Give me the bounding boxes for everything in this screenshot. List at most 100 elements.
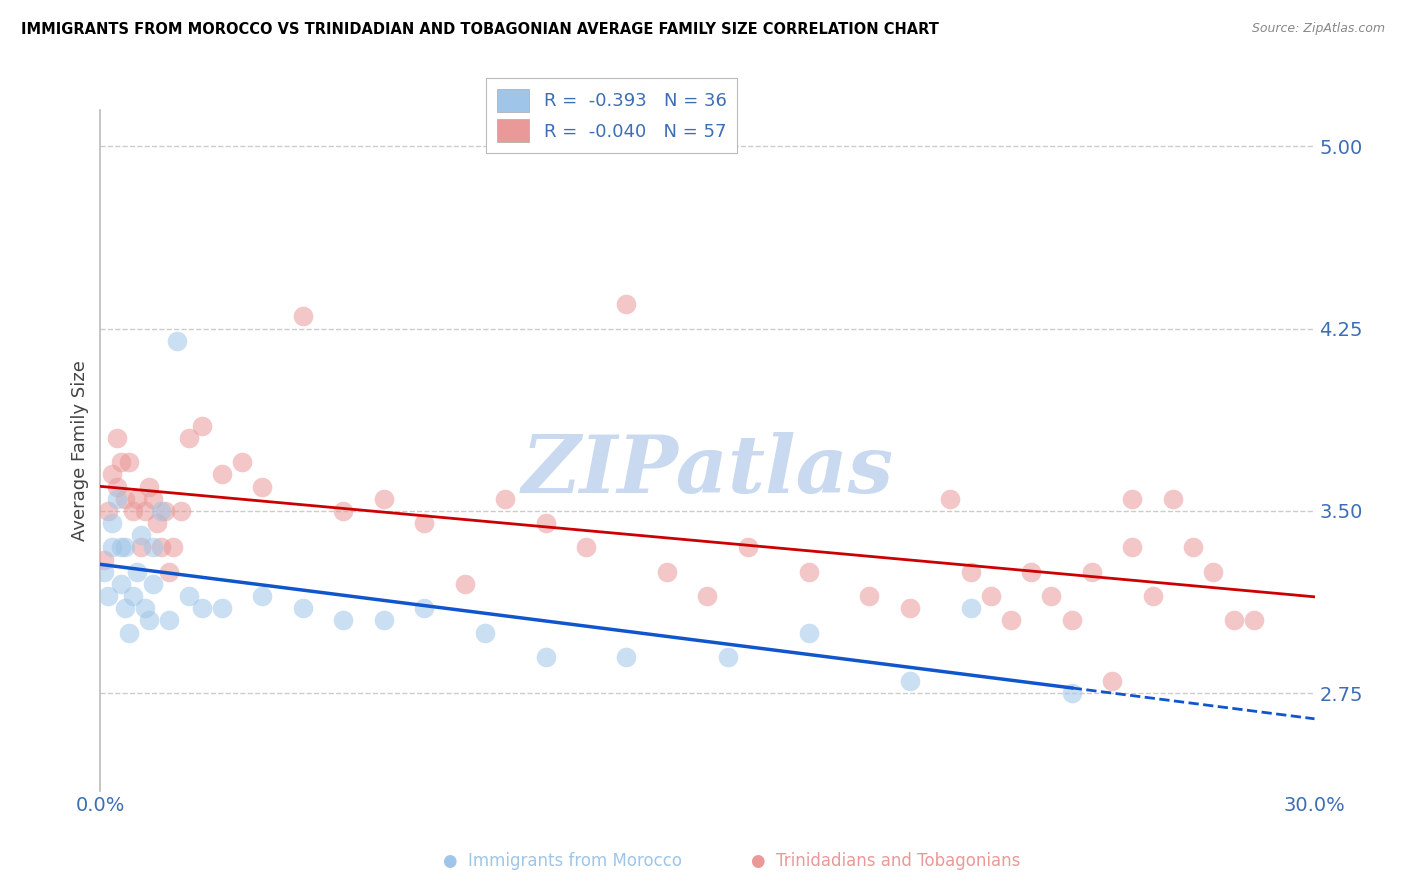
Point <box>150 504 173 518</box>
Point <box>211 467 233 482</box>
Point <box>110 541 132 555</box>
Point <box>110 577 132 591</box>
Point <box>97 504 120 518</box>
Point <box>1243 614 1265 628</box>
Point <box>118 455 141 469</box>
Point <box>166 334 188 348</box>
Point <box>97 589 120 603</box>
Point <box>105 491 128 506</box>
Point <box>696 589 718 603</box>
Point <box>1222 614 1244 628</box>
Point <box>105 480 128 494</box>
Point <box>1060 614 1083 628</box>
Point <box>332 614 354 628</box>
Point <box>1161 491 1184 506</box>
Point <box>93 565 115 579</box>
Point <box>157 565 180 579</box>
Point <box>129 528 152 542</box>
Point <box>121 589 143 603</box>
Point <box>858 589 880 603</box>
Point <box>125 491 148 506</box>
Point <box>1202 565 1225 579</box>
Point <box>142 577 165 591</box>
Point <box>413 516 436 530</box>
Point <box>101 516 124 530</box>
Point <box>211 601 233 615</box>
Point <box>474 625 496 640</box>
Point <box>252 589 274 603</box>
Point <box>153 504 176 518</box>
Point <box>134 601 156 615</box>
Point <box>110 455 132 469</box>
Text: ●  Trinidadians and Tobagonians: ● Trinidadians and Tobagonians <box>751 852 1021 870</box>
Point <box>170 504 193 518</box>
Point <box>494 491 516 506</box>
Point <box>134 504 156 518</box>
Point <box>373 491 395 506</box>
Point <box>1000 614 1022 628</box>
Point <box>1101 674 1123 689</box>
Point <box>118 625 141 640</box>
Point <box>291 601 314 615</box>
Point <box>125 565 148 579</box>
Point <box>114 491 136 506</box>
Point <box>797 625 820 640</box>
Point <box>157 614 180 628</box>
Point <box>1040 589 1063 603</box>
Point <box>939 491 962 506</box>
Point <box>1081 565 1104 579</box>
Point <box>959 601 981 615</box>
Point <box>138 614 160 628</box>
Point <box>146 516 169 530</box>
Point <box>898 601 921 615</box>
Point <box>616 649 638 664</box>
Point <box>105 431 128 445</box>
Point <box>373 614 395 628</box>
Point <box>190 418 212 433</box>
Point <box>797 565 820 579</box>
Point <box>453 577 475 591</box>
Point <box>101 467 124 482</box>
Point <box>179 589 201 603</box>
Point <box>1019 565 1042 579</box>
Y-axis label: Average Family Size: Average Family Size <box>72 359 89 541</box>
Point <box>534 649 557 664</box>
Point <box>332 504 354 518</box>
Point <box>101 541 124 555</box>
Point <box>413 601 436 615</box>
Point <box>717 649 740 664</box>
Legend: R =  -0.393   N = 36, R =  -0.040   N = 57: R = -0.393 N = 36, R = -0.040 N = 57 <box>485 78 737 153</box>
Point <box>959 565 981 579</box>
Point <box>231 455 253 469</box>
Point <box>1142 589 1164 603</box>
Point <box>121 504 143 518</box>
Point <box>616 297 638 311</box>
Point <box>1182 541 1205 555</box>
Point <box>114 541 136 555</box>
Point <box>291 310 314 324</box>
Point <box>162 541 184 555</box>
Point <box>1121 491 1143 506</box>
Text: ZIPatlas: ZIPatlas <box>522 432 893 509</box>
Point <box>898 674 921 689</box>
Point <box>129 541 152 555</box>
Point <box>252 480 274 494</box>
Point <box>179 431 201 445</box>
Text: ●  Immigrants from Morocco: ● Immigrants from Morocco <box>443 852 682 870</box>
Point <box>114 601 136 615</box>
Point <box>142 491 165 506</box>
Point <box>980 589 1002 603</box>
Point <box>575 541 598 555</box>
Point <box>142 541 165 555</box>
Point <box>737 541 759 555</box>
Point <box>150 541 173 555</box>
Point <box>190 601 212 615</box>
Point <box>534 516 557 530</box>
Point <box>93 552 115 566</box>
Point <box>1060 686 1083 700</box>
Point <box>138 480 160 494</box>
Text: Source: ZipAtlas.com: Source: ZipAtlas.com <box>1251 22 1385 36</box>
Text: IMMIGRANTS FROM MOROCCO VS TRINIDADIAN AND TOBAGONIAN AVERAGE FAMILY SIZE CORREL: IMMIGRANTS FROM MOROCCO VS TRINIDADIAN A… <box>21 22 939 37</box>
Point <box>655 565 678 579</box>
Point <box>1121 541 1143 555</box>
